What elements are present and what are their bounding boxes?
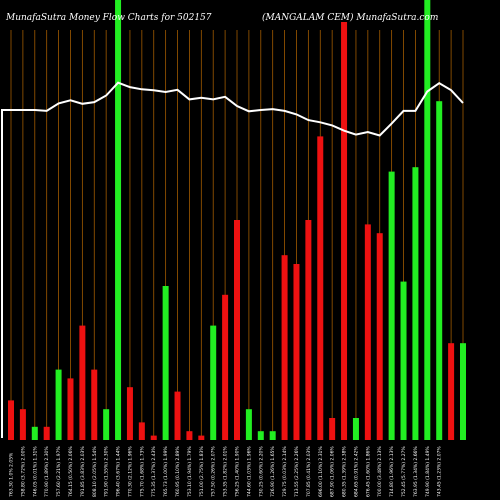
money-flow-bar	[186, 431, 193, 440]
x-tick-label: 775.35 (1.37%) 2.43%	[151, 446, 157, 497]
money-flow-bar	[436, 101, 443, 440]
x-tick-label: 746.05 (0.01%) 1.31%	[32, 446, 38, 497]
x-tick-label: 752.45 (5.77%) 2.27%	[401, 446, 407, 497]
money-flow-bar	[305, 220, 312, 440]
x-tick-label: 749.90 (1.84%) 1.49%	[425, 446, 431, 497]
x-tick-label: 758.80 (3.72%) 2.00%	[20, 446, 26, 497]
x-tick-label: 700.00 (3.48%) 2.13%	[377, 446, 383, 497]
money-flow-bar	[210, 325, 217, 440]
money-flow-bar	[43, 426, 50, 440]
x-tick-label: 676.45 (1.60%) 1.86%	[365, 446, 371, 497]
money-flow-bar	[103, 409, 110, 440]
money-flow-bar	[138, 422, 145, 440]
x-tick-label: 757.50 (0.26%) 2.07%	[211, 446, 217, 497]
money-flow-bar	[352, 418, 359, 440]
x-axis-tick-labels: 763.30 1.0% 2.05% 758.80 (3.72%) 2.00% 746…	[9, 446, 443, 497]
money-flow-bar	[55, 369, 62, 440]
x-tick-label: 763.30 1.0% 2.05%	[9, 452, 15, 497]
x-tick-label: 791.85 (3.83%) 2.03%	[80, 446, 86, 497]
money-flow-bar	[412, 167, 419, 440]
x-tick-label: 775.70 (1.68%) 1.73%	[139, 446, 145, 497]
x-tick-label: 757.60 (2.21%) 1.97%	[56, 446, 62, 497]
x-tick-label: 707.85 (0.41%) 2.03%	[306, 446, 312, 497]
money-flow-bar	[115, 0, 122, 440]
x-tick-label: 744.60 (1.03%) 1.96%	[246, 446, 252, 497]
x-tick-label: 765.73 (1.00%) 1.99%	[163, 446, 169, 497]
money-flow-bar	[448, 343, 455, 440]
money-flow-bar	[31, 426, 38, 440]
x-tick-label: 770.90 (1.89%) 2.30%	[44, 446, 50, 497]
money-flow-bar	[281, 255, 288, 440]
x-tick-label: 696.00 (1.10%) 2.31%	[318, 446, 324, 497]
x-tick-label: 751.00 (2.75%) 1.83%	[199, 446, 205, 497]
money-flow-bar	[67, 378, 74, 440]
money-flow-bar	[245, 409, 252, 440]
money-flow-bar	[460, 343, 466, 440]
money-flow-bar	[174, 391, 181, 440]
price-line	[1, 81, 464, 438]
x-tick-label: 714.80 (1.96%) 2.13%	[389, 446, 395, 497]
money-flow-bar	[234, 220, 240, 440]
money-flow-bar	[19, 409, 26, 440]
money-flow-bar	[91, 369, 98, 440]
x-tick-label: 756.25 (1.40%) 1.90%	[235, 446, 241, 497]
x-tick-label: 729.75 (0.03%) 2.14%	[282, 446, 288, 497]
money-flow-bar	[150, 435, 157, 440]
x-tick-label: 764.15 (0.50%) 2.06%	[68, 446, 74, 497]
money-flow-bar	[317, 136, 324, 440]
x-tick-label: 763.95 (1.34%) 2.66%	[413, 446, 419, 497]
x-tick-label: 808.10 (2.05%) 1.54%	[92, 446, 98, 497]
money-flow-bar	[222, 294, 229, 440]
chart-title-right: (MANGALAM CEM) MunafaSutra.com	[262, 12, 438, 23]
money-flow-bar	[424, 0, 431, 440]
x-tick-label: 687.90 (1.06%) 2.06%	[330, 446, 336, 497]
money-flow-bars	[8, 0, 466, 440]
x-tick-label: 791.90 (1.55%) 2.30%	[104, 446, 110, 497]
x-tick-label: 753.10 (1.94%) 1.79%	[187, 446, 193, 497]
money-flow-bar	[198, 435, 205, 440]
x-tick-label: 760.95 (0.10%) 2.89%	[175, 446, 181, 497]
x-tick-label: 796.40 (3.67%) 1.44%	[116, 446, 122, 497]
x-tick-label: 730.25 (0.60%) 2.20%	[258, 446, 264, 497]
money-flow-bar	[79, 325, 86, 440]
money-flow-bar	[388, 171, 395, 440]
money-flow-bar	[329, 418, 336, 440]
money-flow-bar	[341, 22, 348, 440]
x-tick-label: 713.55 (2.25%) 2.26%	[294, 446, 300, 497]
money-flow-bar	[257, 431, 264, 440]
x-tick-label: 680.35 (1.39%) 2.38%	[342, 446, 348, 497]
x-tick-label: 770.30 (2.12%) 1.96%	[127, 446, 133, 497]
money-flow-bar	[364, 224, 371, 440]
x-tick-label: 743.45 (1.23%) 2.07%	[437, 446, 443, 497]
chart-title-left: MunafaSutra Money Flow Charts for 502157	[5, 13, 212, 23]
money-flow-bar	[126, 387, 133, 440]
money-flow-bar	[162, 286, 169, 440]
money-flow-bar	[400, 281, 407, 440]
money-flow-bar	[293, 264, 300, 440]
money-flow-bar	[8, 400, 14, 440]
money-flow-bar	[269, 431, 276, 440]
x-tick-label: 753.35 (1.82%) 2.01%	[223, 446, 229, 497]
money-flow-bar	[376, 233, 383, 440]
x-tick-label: 684.65 (0.91%) 2.42%	[353, 446, 359, 497]
x-tick-label: 726.90 (1.26%) 1.65%	[270, 446, 276, 497]
